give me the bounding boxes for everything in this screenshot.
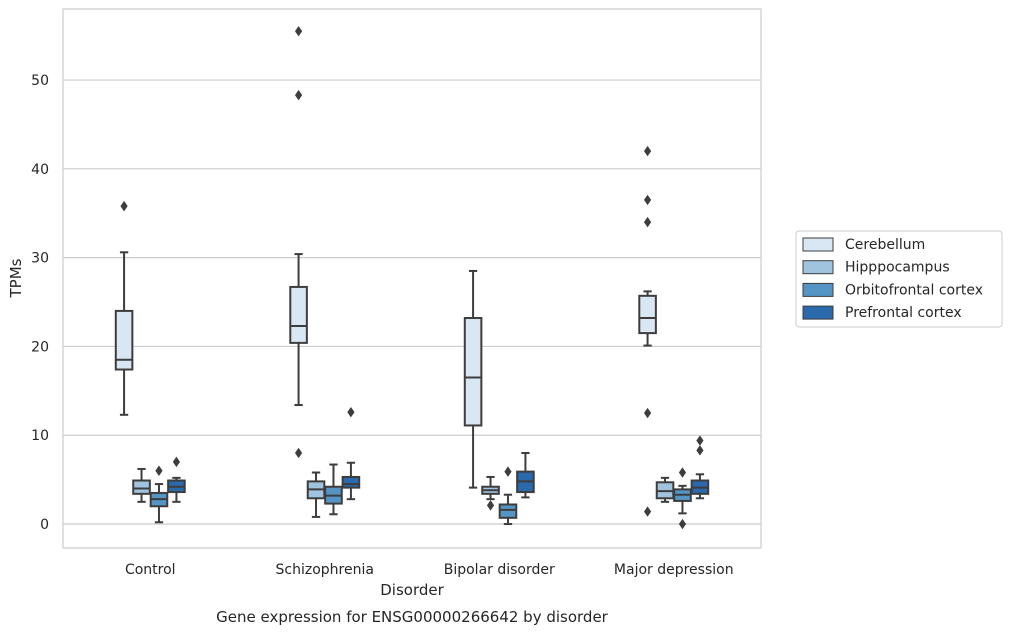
box-group bbox=[498, 466, 518, 526]
box-group bbox=[673, 467, 692, 530]
box-group bbox=[341, 406, 361, 501]
outlier-point bbox=[696, 435, 704, 446]
outlier-point bbox=[643, 506, 652, 517]
outlier-point bbox=[294, 89, 303, 101]
legend-swatch bbox=[802, 305, 834, 320]
legend-label: Orbitofrontal cortex bbox=[845, 282, 983, 298]
y-tick-label: 10 bbox=[31, 428, 49, 444]
outlier-point bbox=[294, 25, 303, 37]
box-group bbox=[289, 25, 308, 459]
outlier-point bbox=[678, 467, 687, 478]
box bbox=[132, 479, 151, 495]
box-group bbox=[132, 467, 151, 503]
chart-caption: Gene expression for ENSG00000266642 by d… bbox=[216, 608, 609, 626]
y-tick-label: 20 bbox=[31, 339, 49, 355]
box-group bbox=[114, 200, 134, 416]
box bbox=[289, 285, 308, 344]
legend-frame bbox=[795, 230, 1003, 328]
y-tick-label: 50 bbox=[31, 73, 49, 89]
box-group bbox=[324, 463, 343, 516]
y-tick-label: 0 bbox=[40, 517, 49, 533]
outlier-point bbox=[486, 500, 495, 511]
outlier-point bbox=[643, 407, 652, 419]
outlier-point bbox=[696, 445, 704, 456]
legend-label: Cerebellum bbox=[845, 237, 925, 253]
outlier-point bbox=[155, 465, 163, 476]
y-tick-label: 30 bbox=[31, 251, 49, 267]
legend: Cerebellum Hipppocampus Orbitofrontal cort… bbox=[795, 230, 1003, 328]
x-tick-labels: Control Schizophrenia Bipolar disorder Majo… bbox=[125, 562, 734, 578]
box-group bbox=[149, 465, 169, 524]
box-group bbox=[638, 145, 657, 517]
legend-swatch bbox=[802, 260, 834, 275]
x-axis-label: Disorder bbox=[380, 581, 444, 599]
outlier-point bbox=[172, 456, 181, 468]
box-plots bbox=[114, 25, 710, 530]
box-group bbox=[481, 475, 500, 511]
x-tick-label: Schizophrenia bbox=[276, 562, 374, 578]
outlier-point bbox=[643, 194, 652, 206]
y-axis-label: TPMs bbox=[7, 258, 25, 298]
outlier-point bbox=[347, 406, 355, 418]
box-group bbox=[463, 269, 483, 489]
outlier-point bbox=[120, 200, 128, 212]
outlier-point bbox=[678, 518, 687, 530]
box bbox=[463, 317, 483, 427]
box bbox=[341, 475, 361, 489]
box-group bbox=[516, 451, 535, 499]
legend-label: Hipppocampus bbox=[845, 260, 950, 276]
box-group bbox=[655, 476, 675, 503]
x-tick-label: Major depression bbox=[614, 562, 734, 578]
x-tick-label: Bipolar disorder bbox=[444, 562, 555, 578]
outlier-point bbox=[504, 466, 512, 477]
box-group bbox=[167, 456, 186, 503]
legend-swatch bbox=[802, 237, 834, 252]
y-tick-labels: 0 10 20 30 40 50 bbox=[31, 73, 49, 533]
box-group bbox=[306, 471, 326, 518]
plot-frame bbox=[62, 8, 762, 549]
y-tick-label: 40 bbox=[31, 162, 49, 178]
box bbox=[638, 294, 657, 335]
x-tick-label: Control bbox=[125, 562, 176, 578]
legend-swatch bbox=[802, 282, 834, 297]
outlier-point bbox=[643, 145, 652, 157]
grid-lines bbox=[63, 79, 761, 525]
outlier-point bbox=[294, 447, 303, 459]
box-group bbox=[690, 435, 710, 500]
box bbox=[114, 309, 134, 371]
box bbox=[498, 503, 518, 519]
legend-label: Prefrontal cortex bbox=[845, 305, 962, 321]
outlier-point bbox=[643, 216, 652, 228]
